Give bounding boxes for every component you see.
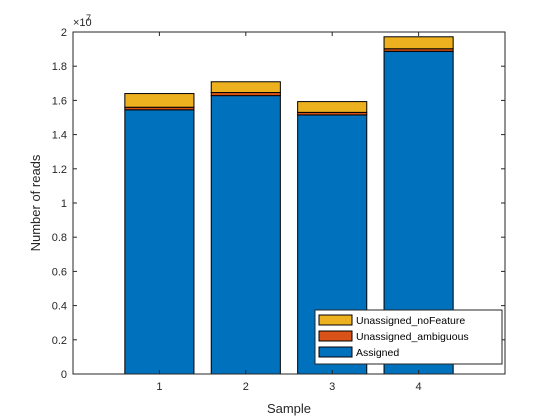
ticks-layer: 1 2 3 4 0 0.2 0.4 0.6 0.8 1 1.2 1.4 1.6 1.8 2 [52,27,505,393]
legend-swatch-assigned [318,346,353,358]
legend-swatch-unassigned-ambiguous [318,330,353,342]
legend-label-unassigned-nofeature: Unassigned_noFeature [356,315,465,327]
bar-assigned-1 [124,109,195,375]
chart-legend: Unassigned_noFeature Unassigned_ambiguous… [314,309,503,365]
y-exponent-base: ×10 [73,17,92,29]
legend-swatch-unassigned-nofeature [318,314,353,326]
bar-unassigned-nofeature-4 [383,36,454,50]
y-tick-label: 0.6 [52,266,67,278]
y-tick-label: 2 [61,27,67,39]
bar-unassigned-nofeature-2 [210,81,281,94]
bar-unassigned-nofeature-3 [297,101,368,113]
y-tick-label: 1.2 [52,164,67,176]
y-tick-label: 0.4 [52,301,67,313]
y-tick-label: 1.8 [52,61,67,73]
legend-label-unassigned-ambiguous: Unassigned_ambiguous [356,331,469,343]
x-tick-label: 2 [243,381,249,393]
y-tick-label: 0.2 [52,335,67,347]
x-tick-label: 1 [156,381,162,393]
legend-label-assigned: Assigned [356,347,399,359]
bar-assigned-2 [210,95,281,375]
x-axis-label: Sample [267,401,311,416]
y-exponent-label: ×10 7 [73,13,92,29]
y-axis-label: Number of reads [28,154,43,251]
x-tick-label: 3 [329,381,335,393]
y-tick-label: 1.6 [52,95,67,107]
y-tick-label: 1 [61,198,67,210]
y-tick-label: 0 [61,369,67,381]
y-exponent-power: 7 [86,13,91,23]
y-tick-label: 0.8 [52,232,67,244]
x-tick-label: 4 [416,381,422,393]
y-tick-label: 1.4 [52,130,67,142]
bar-unassigned-nofeature-1 [124,93,195,108]
